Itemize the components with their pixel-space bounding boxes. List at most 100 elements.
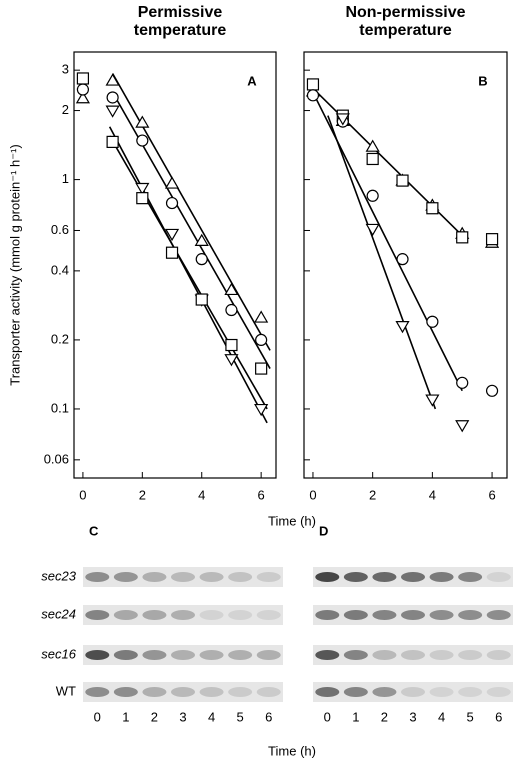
lane-label: 5 xyxy=(237,709,244,724)
panel-label: D xyxy=(319,523,328,538)
point xyxy=(164,176,180,189)
y-tick-label: 0.6 xyxy=(51,222,69,237)
gel-band xyxy=(142,687,167,697)
point xyxy=(485,233,499,246)
lane-label: 4 xyxy=(208,709,215,724)
gel-band xyxy=(486,687,511,697)
fit-line xyxy=(111,73,271,351)
point xyxy=(106,135,119,148)
point xyxy=(255,333,268,347)
gel-strip xyxy=(83,645,283,665)
gel-row-label: sec23 xyxy=(41,568,76,583)
point xyxy=(335,113,350,126)
point xyxy=(365,223,380,237)
y-tick-label: 2 xyxy=(62,102,69,117)
gel-band xyxy=(113,650,138,660)
point xyxy=(396,174,409,187)
point xyxy=(254,310,269,323)
gel-band xyxy=(228,650,253,660)
point xyxy=(255,362,268,375)
y-tick-label: 0.2 xyxy=(51,331,69,346)
gel-band xyxy=(401,687,425,697)
point xyxy=(455,420,470,433)
point xyxy=(366,189,379,202)
fit-line xyxy=(327,115,437,410)
fit-line xyxy=(312,87,463,237)
lane-label: 3 xyxy=(179,709,186,724)
gel-band xyxy=(315,687,340,697)
gel-band xyxy=(142,650,167,660)
point xyxy=(306,89,320,102)
point xyxy=(485,384,499,397)
point xyxy=(136,134,149,147)
gel-band xyxy=(85,687,110,697)
point xyxy=(135,115,150,128)
gel-band xyxy=(401,650,425,660)
gel-band xyxy=(228,572,253,582)
lane-label: 0 xyxy=(94,709,101,724)
point xyxy=(195,253,208,266)
gel-band xyxy=(343,687,368,697)
point xyxy=(306,78,320,91)
point xyxy=(105,73,120,86)
point xyxy=(164,228,180,242)
gel-band xyxy=(256,610,281,620)
lane-label: 2 xyxy=(151,709,158,724)
gel-band xyxy=(486,650,511,660)
point xyxy=(224,354,239,367)
panel-label: C xyxy=(89,523,99,538)
point xyxy=(135,182,150,196)
point xyxy=(425,394,440,407)
point xyxy=(105,105,120,118)
fit-line xyxy=(111,91,271,369)
gel-band xyxy=(343,572,368,582)
gel-band xyxy=(171,687,195,697)
y-tick-label: 0.06 xyxy=(44,451,69,466)
gel-band xyxy=(458,687,483,697)
gel-band xyxy=(372,572,397,582)
gel-band xyxy=(256,650,281,660)
x-tick-label: 6 xyxy=(258,487,265,502)
gel-band xyxy=(458,650,483,660)
gel-band xyxy=(85,650,110,660)
gel-band xyxy=(228,610,253,620)
gel-band xyxy=(171,650,195,660)
plot-frame xyxy=(303,51,508,479)
gel-band xyxy=(113,687,138,697)
gel-band xyxy=(372,650,397,660)
point xyxy=(75,91,91,104)
gel-band xyxy=(429,610,454,620)
panel-label: A xyxy=(247,73,257,88)
gel-band xyxy=(401,610,425,620)
gel-row-label: WT xyxy=(56,683,76,698)
lane-label: 1 xyxy=(122,709,129,724)
panel-label: B xyxy=(478,73,487,88)
point xyxy=(106,91,119,104)
y-axis-label: Transporter activity (mmol g protein⁻¹ h… xyxy=(7,144,22,386)
gel-band xyxy=(256,687,281,697)
gel-band xyxy=(343,650,368,660)
plot-frame xyxy=(73,51,277,479)
point xyxy=(254,403,269,417)
gel-strip xyxy=(313,682,513,702)
gel-band xyxy=(199,650,224,660)
lane-label: 0 xyxy=(324,709,331,724)
gel-band xyxy=(315,650,340,660)
lane-label: 1 xyxy=(352,709,359,724)
gel-band xyxy=(142,610,167,620)
gel-band xyxy=(429,650,454,660)
point xyxy=(76,72,90,85)
x-tick-label: 6 xyxy=(488,487,495,502)
gel-band xyxy=(429,687,454,697)
point xyxy=(456,231,469,244)
gel-row-label: sec16 xyxy=(41,646,76,661)
gel-band xyxy=(315,610,340,620)
chart-title: Non-permissive temperature xyxy=(345,4,466,39)
y-tick-label: 0.4 xyxy=(51,262,69,277)
gel-band xyxy=(343,610,368,620)
lane-label: 2 xyxy=(381,709,388,724)
fit-line xyxy=(108,126,268,424)
gel-band xyxy=(315,572,340,582)
